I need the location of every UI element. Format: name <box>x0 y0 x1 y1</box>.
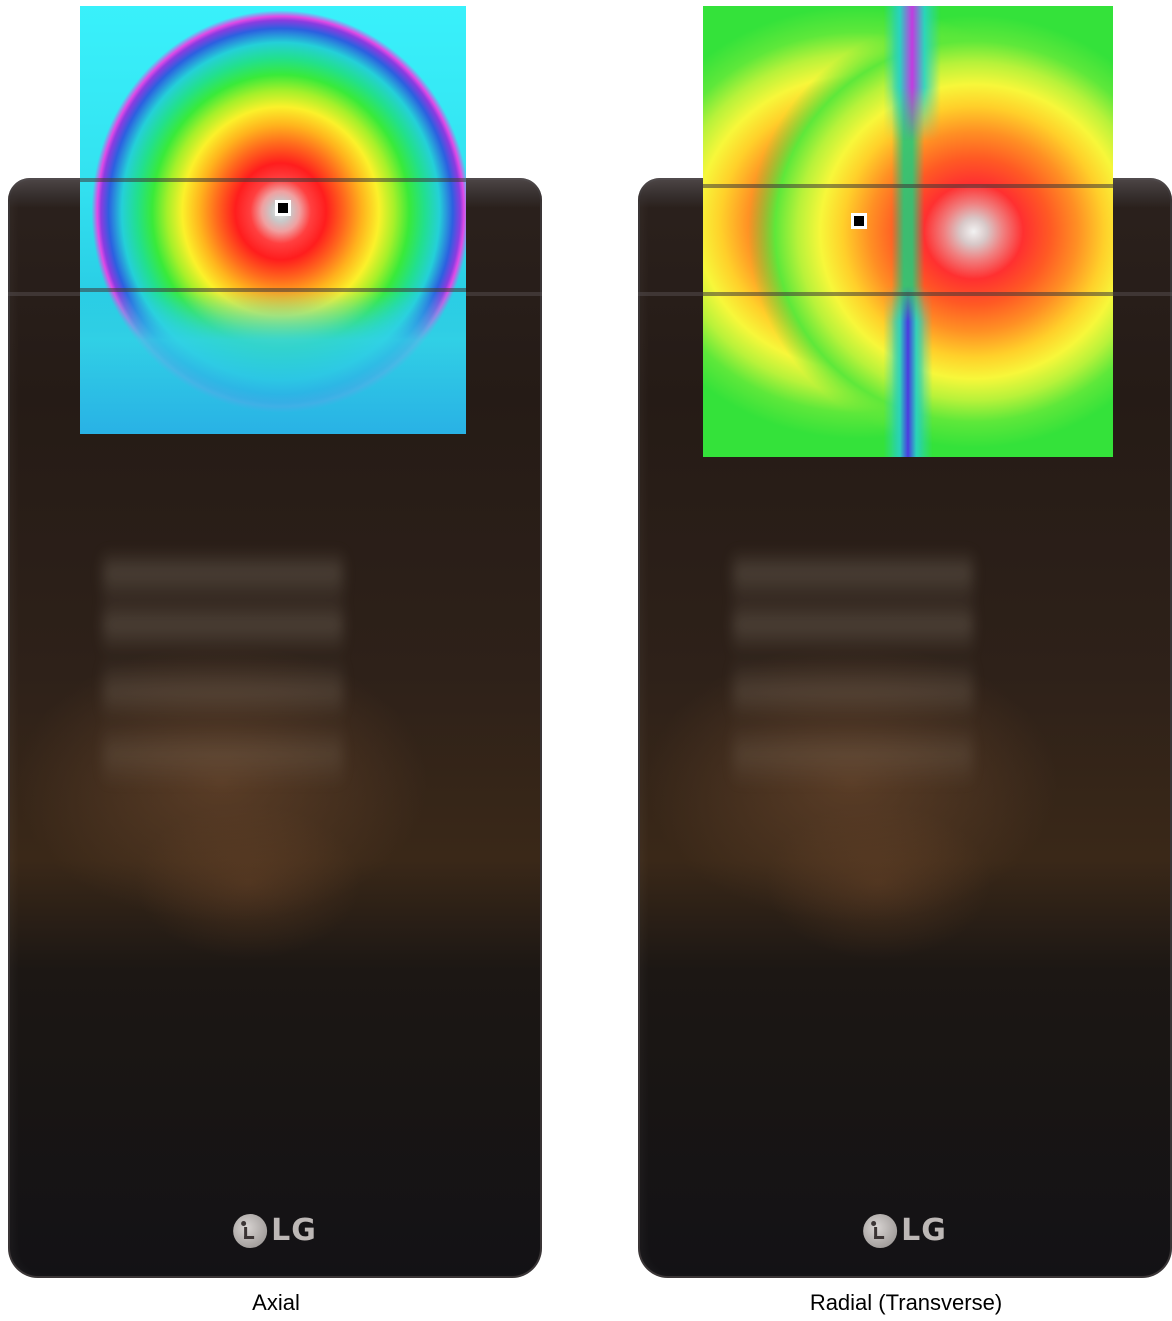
lg-face-icon <box>863 1213 898 1248</box>
lg-face-icon <box>233 1213 268 1248</box>
feed-point-marker <box>854 216 864 226</box>
logo-text: LG <box>271 1213 317 1248</box>
heatmap-bottom-null <box>703 6 1113 457</box>
axial-field-heatmap <box>80 6 466 434</box>
lg-logo: LG <box>863 1213 947 1248</box>
phone-edge-overlay <box>703 184 1113 188</box>
phone-edge-overlay <box>80 178 466 182</box>
phone-reflection <box>103 548 343 788</box>
caption-radial: Radial (Transverse) <box>809 1290 1003 1315</box>
radial-field-heatmap <box>703 6 1113 457</box>
phone-reflection <box>733 548 973 788</box>
phone-seam-overlay <box>703 292 1113 296</box>
feed-point-marker <box>278 203 288 213</box>
heatmap-lower-fade <box>80 6 466 434</box>
caption-axial: Axial <box>252 1290 300 1315</box>
phone-seam-overlay <box>80 288 466 292</box>
lg-logo: LG <box>233 1213 317 1248</box>
logo-text: LG <box>901 1213 947 1248</box>
